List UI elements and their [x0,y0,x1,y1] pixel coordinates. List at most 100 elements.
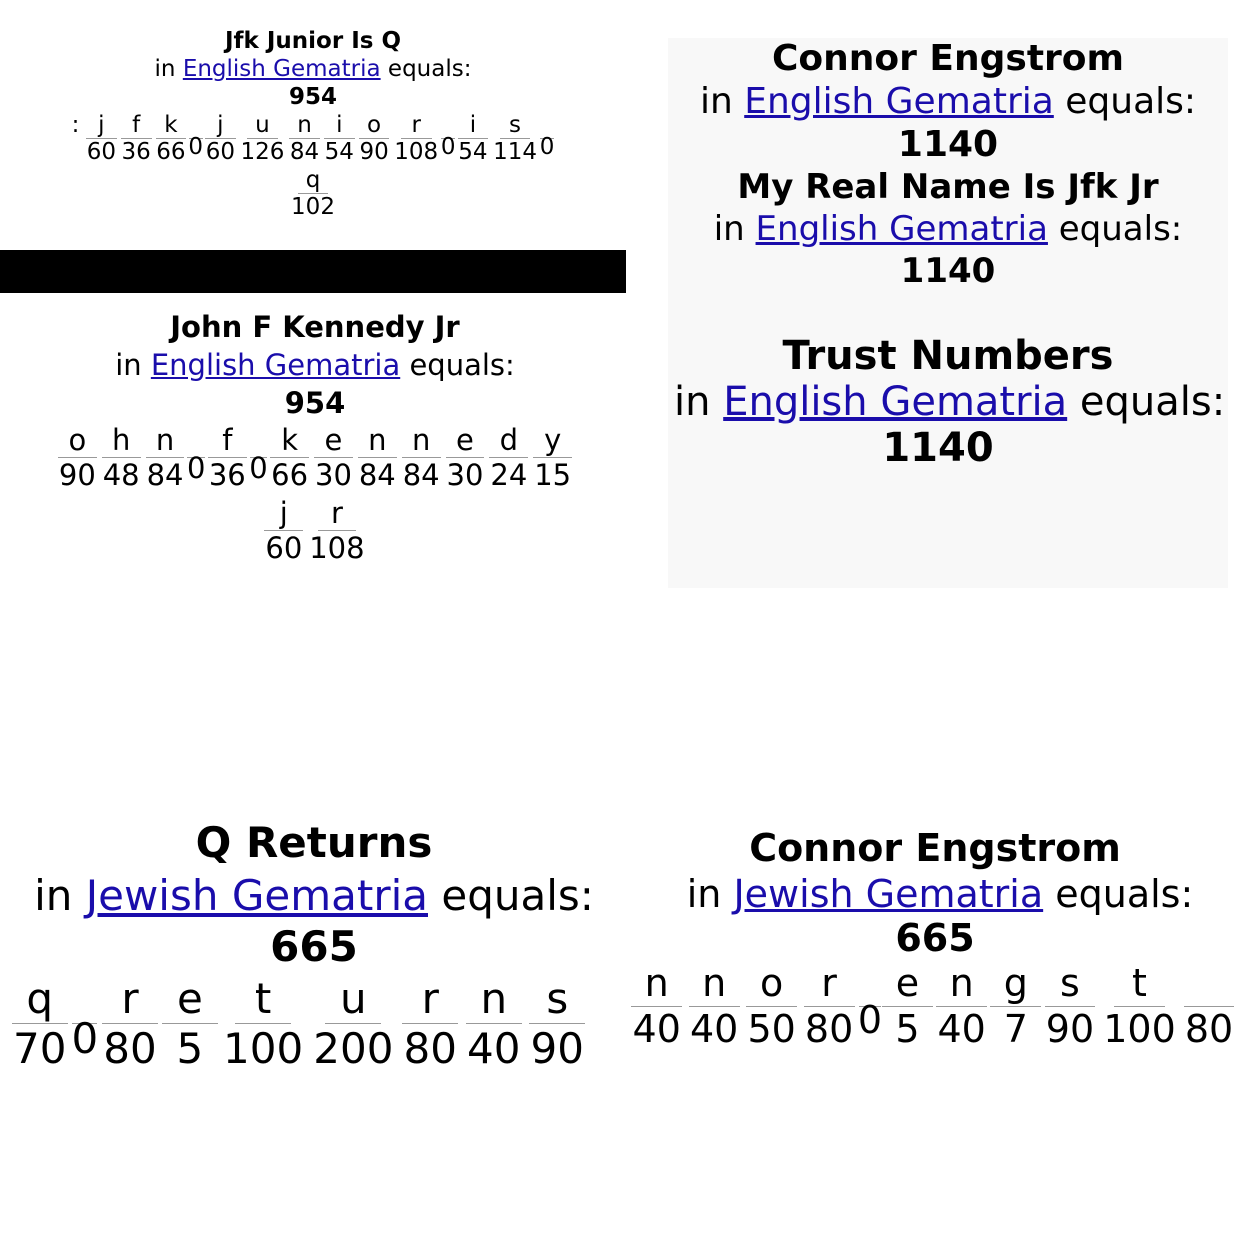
letter-cell: s 114 [490,112,539,167]
letter-value: 0 [71,1014,99,1063]
cipher-link[interactable]: Jewish Gematria [85,871,428,920]
letter-cell: j 60 [262,496,306,566]
cipher-prefix: in [686,872,734,916]
letter-cell: n 84 [355,423,399,493]
gematria-result-connor-engstrom-jewish: Connor Engstrom in Jewish Gematria equal… [628,826,1252,1106]
letter-value: 66 [271,458,309,493]
letter-value: 80 [804,1006,854,1051]
letter: k [270,423,310,459]
letter-value: 84 [146,458,184,493]
letter: n [936,961,988,1007]
gematria-result-jfk-junior-is-q: Jfk Junior Is Q in English Gematria equa… [0,28,626,250]
letter: j [85,112,117,140]
letter: j [264,496,304,532]
letter [858,962,882,1007]
letter-value: 80 [1184,1006,1234,1051]
total-value: 1140 [882,425,994,471]
letter-value: 70 [13,1024,67,1074]
letter-value: 60 [265,531,303,566]
letter-cell: o 90 [357,112,392,167]
letter-value: 66 [156,139,186,166]
letter: n [357,423,397,459]
letter-value: 5 [895,1006,920,1051]
cipher-prefix: in [34,871,86,920]
letter-cell: n 40 [933,961,990,1052]
letter [72,975,98,1025]
gematria-result-john-f-kennedy-jr: John F Kennedy Jr in English Gematria eq… [0,310,630,595]
cipher-line: in Jewish Gematria equals: [628,872,1252,916]
letter-breakdown-row: q 70 0 r 80 e 5 t 100 u 200 r 80 n 40 s 90 [0,974,628,1075]
space-cell: 0 [858,962,882,1039]
cipher-link[interactable]: English Gematria [150,348,401,382]
letter [540,112,554,140]
letter: i [457,112,489,140]
total-value: 1140 [900,251,996,291]
letter-cell: y 15 [531,423,575,493]
letter-value: 40 [690,1006,739,1051]
letter: q [11,974,68,1025]
total-value: 665 [895,916,975,960]
letter-value: 7 [1003,1006,1028,1051]
letter-cell: o 50 [743,961,800,1052]
letter-cell: t 100 [1099,961,1181,1052]
total-value: 954 [284,386,346,420]
letter: n [688,961,740,1007]
letter-value: 54 [324,139,354,166]
letter [188,112,203,140]
letter-value: 0 [857,998,882,1042]
letter-value: 90 [359,139,389,166]
letter-cell: n 40 [628,961,685,1052]
letter-value: 24 [490,458,528,493]
cipher-suffix: equals: [380,56,472,82]
letter: s [529,974,586,1025]
letter-value: 200 [313,1024,394,1074]
letter-cell: u 126 [238,112,287,167]
space-cell: 0 [72,975,99,1060]
phrase-title: Trust Numbers [782,333,1114,379]
letter: h [101,423,141,459]
letter: n [289,112,320,140]
letter-value: 102 [291,194,335,221]
letter: g [990,961,1042,1007]
letter [249,424,268,459]
cipher-link[interactable]: English Gematria [723,379,1068,425]
letter-value: 84 [358,458,396,493]
letter-value: 0 [186,451,206,485]
cipher-link[interactable]: English Gematria [182,56,381,82]
letter-value: 80 [403,1024,457,1074]
cipher-link[interactable]: Jewish Gematria [733,872,1044,916]
gematria-result-q-returns: Q Returns in Jewish Gematria equals: 665… [0,818,628,1108]
cipher-suffix: equals: [1047,209,1183,249]
letter-value: 0 [188,134,203,160]
letter-cell: r 80 [98,974,162,1075]
gematria-results-english-1140: Connor Engstrom in English Gematria equa… [668,38,1228,588]
space-cell: 0 [188,112,203,159]
letter-value: 0 [440,134,456,160]
space-cell: 0 [540,112,555,159]
letter-value: 60 [205,139,235,166]
letter-cell: n 40 [685,961,742,1052]
letter: k [155,112,187,140]
letter [441,112,456,140]
letter-breakdown-row: : j 60 f 36 k 66 0 j 60 u 126 n 84 i 54 o 90 r 108 0 i 54 s 11… [0,112,626,167]
letter-value: 90 [530,1024,584,1074]
cipher-link[interactable]: English Gematria [744,81,1054,122]
letter [1183,962,1235,1007]
letter: d [489,423,529,459]
total-value: 954 [288,84,337,110]
letter: j [204,112,236,140]
cipher-suffix: equals: [428,871,594,920]
cipher-link[interactable]: English Gematria [755,209,1048,249]
letter-value: 90 [58,458,96,493]
letter: u [247,112,278,140]
letter-value: 36 [121,139,151,166]
letter-value: 80 [103,1024,157,1074]
cipher-line: in English Gematria equals: [668,81,1228,122]
cipher-suffix: equals: [1043,872,1194,916]
phrase-title: John F Kennedy Jr [170,310,460,344]
cipher-prefix: in [699,81,745,122]
letter-cell: q 70 [8,974,72,1075]
letter: s [499,112,531,140]
letter-value: 15 [534,458,572,493]
